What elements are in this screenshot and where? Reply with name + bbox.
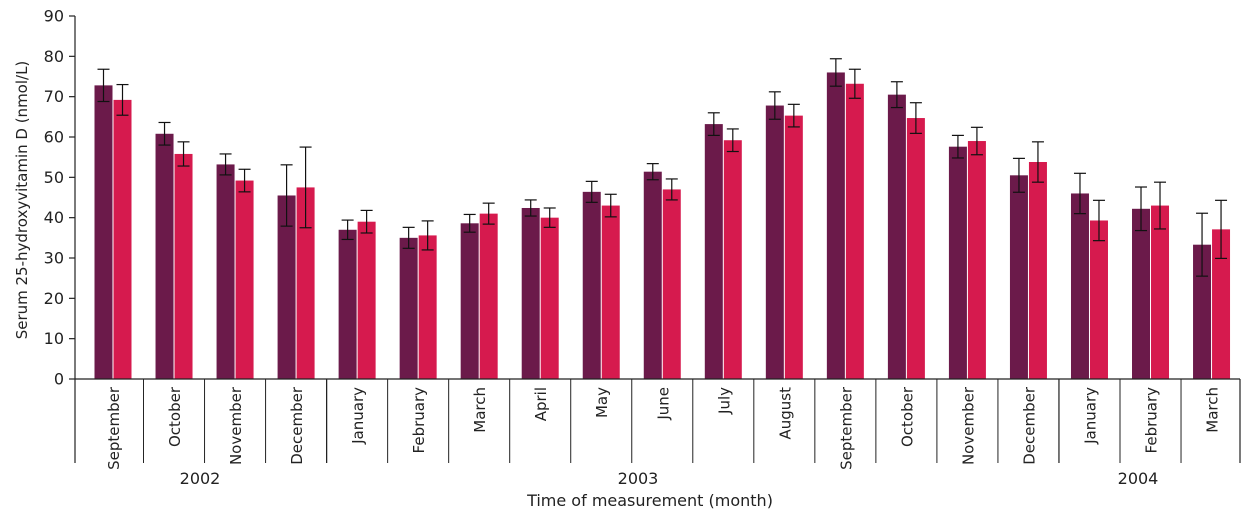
bar-series-1: [948, 146, 967, 379]
category-label: August: [776, 387, 794, 440]
x-axis-title: Time of measurement (month): [526, 491, 773, 510]
category-label: April: [532, 387, 550, 421]
bar-series-1: [1132, 208, 1151, 379]
bar-series-1: [216, 164, 235, 379]
category-label: May: [593, 387, 611, 418]
bars-layer: [94, 58, 1231, 380]
category-label: January: [349, 387, 367, 445]
y-tick-label: 0: [54, 370, 64, 389]
bar-series-2: [845, 83, 864, 379]
year-label: 2004: [1118, 469, 1159, 488]
bar-series-2: [1089, 220, 1108, 379]
bar-series-1: [1193, 244, 1212, 379]
y-tick-label: 40: [44, 208, 64, 227]
bar-series-1: [643, 171, 662, 379]
bar-series-2: [1028, 162, 1047, 379]
bar-series-1: [704, 124, 723, 380]
bar-series-1: [277, 195, 296, 379]
y-tick-label: 10: [44, 329, 64, 348]
bar-series-1: [826, 72, 845, 379]
y-tick-label: 20: [44, 289, 64, 308]
category-label: July: [715, 387, 733, 415]
y-tick-label: 50: [44, 168, 64, 187]
bar-series-2: [357, 221, 376, 379]
bar-series-2: [906, 118, 925, 379]
labels-layer: 0 10 20 30 40 50 60 70 80 90 September October Novem…: [44, 7, 1222, 489]
category-label: December: [1020, 386, 1038, 465]
category-label: October: [898, 386, 916, 447]
y-tick-label: 90: [44, 7, 64, 26]
axes-layer: [69, 15, 1241, 463]
category-label: February: [410, 387, 428, 454]
y-tick-label: 30: [44, 249, 64, 268]
bar-series-2: [296, 187, 315, 379]
category-label: February: [1143, 387, 1161, 454]
bar-series-1: [338, 229, 357, 379]
bar-series-1: [582, 191, 601, 379]
bar-series-2: [1212, 229, 1231, 379]
category-label: March: [1204, 387, 1222, 433]
bar-series-1: [521, 207, 540, 379]
category-label: November: [959, 386, 977, 465]
category-label: January: [1081, 387, 1099, 445]
bar-series-1: [155, 133, 174, 379]
bar-series-1: [94, 85, 113, 379]
y-axis-title: Serum 25-hydroxyvitamin D (nmol/L): [13, 61, 31, 340]
category-label: March: [471, 387, 489, 433]
bar-series-2: [723, 140, 742, 379]
bar-series-2: [967, 141, 986, 379]
bar-series-2: [1151, 205, 1170, 379]
bar-series-2: [540, 217, 559, 379]
bar-series-2: [113, 99, 132, 379]
bar-series-2: [235, 180, 254, 379]
bar-series-1: [460, 223, 479, 379]
category-label: November: [227, 386, 245, 465]
bar-series-2: [784, 115, 803, 379]
category-label: September: [837, 386, 855, 470]
bar-series-1: [1070, 193, 1089, 379]
category-label: October: [166, 386, 184, 447]
bar-series-1: [887, 94, 906, 380]
bar-series-1: [399, 237, 418, 379]
category-label: December: [288, 386, 306, 465]
bar-series-2: [418, 235, 437, 379]
year-label: 2002: [180, 469, 221, 488]
y-tick-label: 70: [44, 87, 64, 106]
bar-series-2: [662, 189, 681, 379]
bar-series-2: [479, 213, 498, 379]
bar-series-2: [174, 153, 193, 379]
year-label: 2003: [618, 469, 659, 488]
category-label: June: [654, 387, 672, 421]
bar-series-1: [765, 105, 784, 379]
bar-series-1: [1009, 175, 1028, 379]
y-tick-label: 60: [44, 128, 64, 147]
category-label: September: [105, 386, 123, 470]
y-tick-label: 80: [44, 47, 64, 66]
bar-series-2: [601, 205, 620, 379]
